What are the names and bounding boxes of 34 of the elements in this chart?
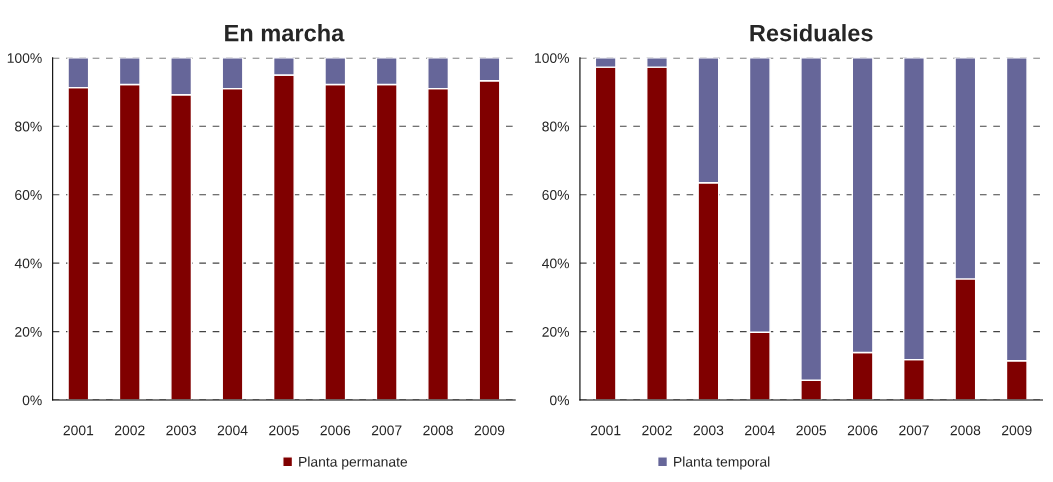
x-tick-label: 2006 — [847, 425, 878, 436]
x-tick-label: 2002 — [114, 425, 145, 436]
x-tick-label: 2003 — [693, 425, 724, 436]
y-tick-label: 20% — [542, 326, 570, 337]
x-tick-label: 2008 — [950, 425, 981, 436]
x-tick-label: 2003 — [166, 425, 196, 436]
chart-title: Residuales — [750, 24, 873, 42]
x-tick-label: 2004 — [745, 425, 775, 436]
y-tick-label: 100% — [7, 53, 42, 64]
legend-label: Planta permanate — [299, 456, 408, 470]
x-tick-label: 2009 — [1002, 425, 1032, 436]
x-tick-label: 2001 — [590, 425, 621, 436]
y-tick-label: 0% — [22, 395, 42, 406]
x-tick-label: 2007 — [371, 425, 402, 436]
y-tick-label: 60% — [15, 190, 42, 200]
x-tick-label: 2009 — [474, 425, 505, 436]
y-tick-label: 80% — [542, 121, 570, 132]
x-tick-label: 2007 — [899, 425, 929, 436]
y-tick-label: 40% — [14, 258, 42, 269]
y-tick-label: 40% — [542, 258, 570, 269]
x-tick-label: 2004 — [217, 425, 248, 436]
x-tick-label: 2005 — [269, 425, 299, 436]
x-tick-label: 2006 — [320, 425, 351, 436]
y-tick-label: 20% — [15, 326, 42, 337]
x-tick-label: 2005 — [796, 425, 827, 436]
x-tick-label: 2001 — [63, 425, 94, 436]
y-tick-label: 0% — [549, 395, 570, 406]
y-tick-label: 60% — [542, 190, 570, 200]
legend-label: Planta temporal — [674, 456, 770, 470]
x-tick-label: 2002 — [642, 425, 672, 436]
y-tick-label: 100% — [535, 53, 570, 64]
x-tick-label: 2008 — [423, 425, 453, 436]
chart-title: En marcha — [225, 24, 345, 42]
y-tick-label: 80% — [15, 121, 42, 132]
